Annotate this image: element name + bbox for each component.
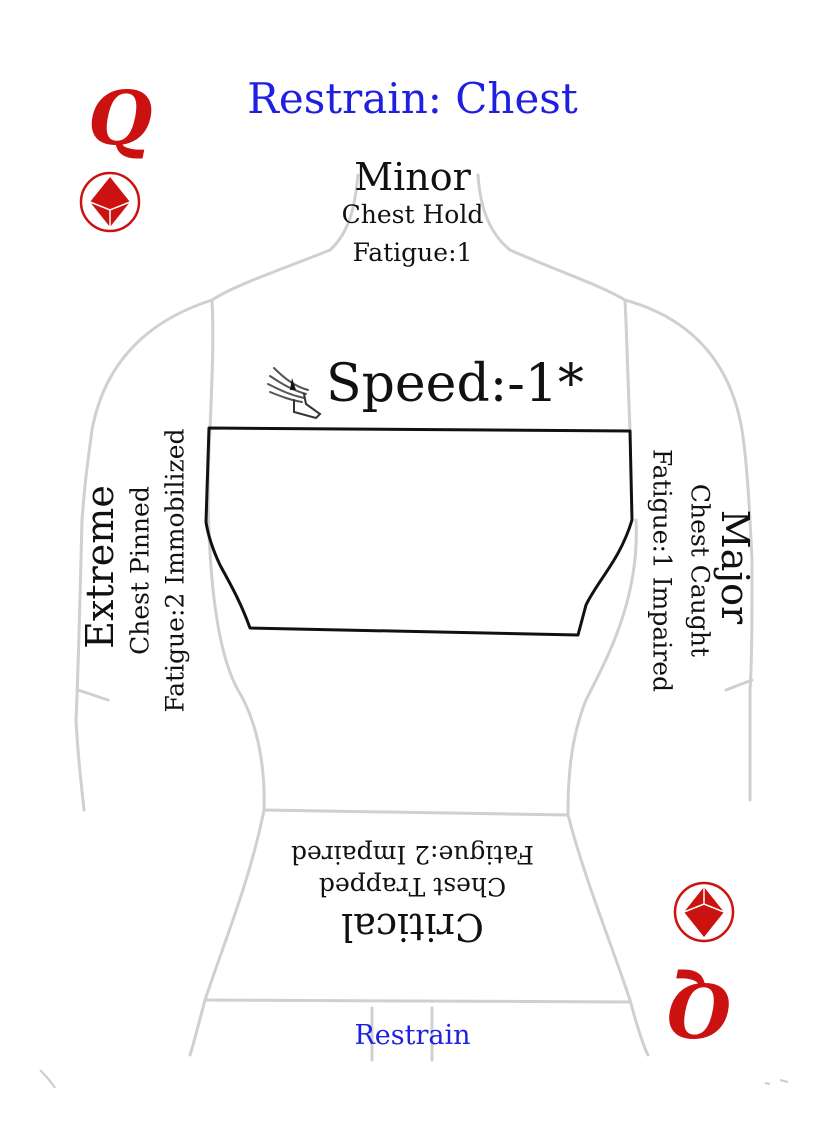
extreme-line1: Chest Pinned [125,486,155,655]
extreme-line2: Fatigue:2 Immobilized [160,428,190,713]
speed-modifier: Speed:-1* [326,354,584,414]
minor-line2: Fatigue:1 [352,238,473,267]
diamond-icon [79,171,141,233]
major-heading: Major [713,509,757,625]
card-title: Restrain: Chest [247,74,578,123]
diamond-icon [673,881,735,943]
critical-line1: Chest Trapped [318,872,507,901]
minor-heading: Minor [354,155,471,199]
minor-line1: Chest Hold [341,200,484,229]
extreme-heading: Extreme [78,485,122,649]
major-line2: Fatigue:1 Impaired [647,448,677,692]
footer-label: Restrain [354,1020,471,1051]
rank-top-left: Q [88,76,153,162]
major-line1: Chest Caught [685,483,715,658]
winged-boot-icon [267,367,322,420]
critical-heading: Critical [341,905,484,949]
critical-line2: Fatigue:2 Impaired [291,840,535,869]
